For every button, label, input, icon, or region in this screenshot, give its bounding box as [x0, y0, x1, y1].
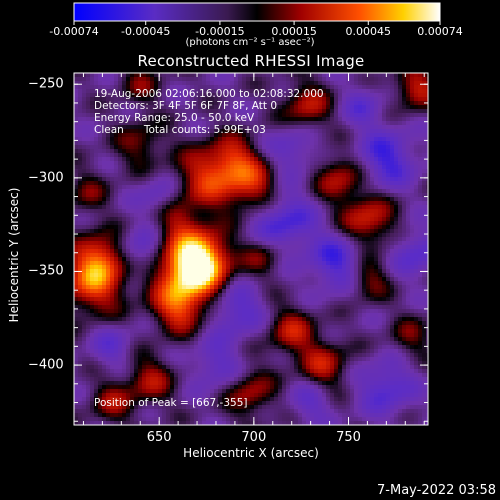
- chart-title: Reconstructed RHESSI Image: [137, 52, 365, 70]
- colorbar-tick-label: -0.00015: [195, 25, 245, 38]
- x-tick-label: 650: [146, 430, 172, 445]
- timestamp: 7-May-2022 03:58: [377, 483, 496, 498]
- colorbar-units-label: (photons cm⁻² s⁻¹ asec⁻²): [185, 37, 315, 48]
- observation-info: 19-Aug-2006 02:06:16.000 to 02:08:32.000…: [94, 88, 324, 136]
- colorbar-tick-label: -0.00074: [49, 25, 99, 38]
- info-line: Clean Total counts: 5.99E+03: [94, 124, 266, 136]
- heatmap-image: [74, 73, 428, 425]
- info-line: Energy Range: 25.0 - 50.0 keV: [94, 112, 255, 124]
- y-axis-label: Heliocentric Y (arcsec): [7, 187, 21, 323]
- y-tick-label: −350: [28, 263, 64, 279]
- peak-position-label: Position of Peak = [667,-355]: [94, 397, 248, 409]
- y-tick-label: −250: [28, 76, 64, 92]
- plot-frame: [73, 72, 429, 426]
- colorbar-tick-label: 0.00074: [417, 25, 463, 38]
- colorbar-tick-label: 0.00045: [345, 25, 392, 38]
- axis-ticks: [74, 73, 428, 425]
- x-axis-label: Heliocentric X (arcsec): [183, 446, 319, 460]
- y-tick-label: −300: [28, 170, 64, 186]
- x-tick-label: 750: [336, 430, 361, 445]
- colorbar-tick-label: -0.00045: [120, 25, 171, 38]
- info-line: 19-Aug-2006 02:06:16.000 to 02:08:32.000: [94, 88, 324, 100]
- colorbar: [73, 2, 441, 25]
- colorbar-ticks: [73, 21, 441, 25]
- info-line: Detectors: 3F 4F 5F 6F 7F 8F, Att 0: [94, 100, 278, 112]
- colorbar-gradient: [73, 2, 441, 22]
- colorbar-tick-label: 0.00015: [271, 25, 317, 38]
- x-tick-label: 700: [241, 430, 267, 445]
- y-tick-label: −400: [28, 357, 64, 373]
